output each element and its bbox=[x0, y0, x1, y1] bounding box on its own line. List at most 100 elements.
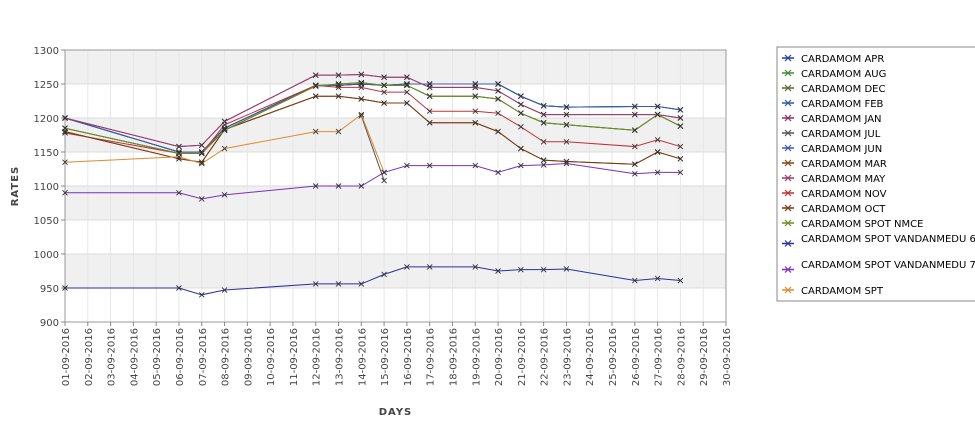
data-point-marker bbox=[358, 96, 365, 102]
x-tick-label: 15-09-2016 bbox=[380, 328, 391, 386]
data-point-marker bbox=[495, 128, 501, 135]
data-point-marker bbox=[677, 277, 684, 284]
x-tick-label: 05-09-2016 bbox=[152, 328, 163, 386]
background-band bbox=[65, 220, 726, 254]
series-cardamom-spt bbox=[62, 111, 387, 176]
data-point-marker bbox=[62, 159, 68, 166]
x-tick-label: 16-09-2016 bbox=[403, 328, 414, 386]
series-layer bbox=[62, 71, 684, 298]
data-point-marker bbox=[404, 100, 410, 106]
series-line bbox=[64, 82, 681, 154]
data-point-marker bbox=[654, 136, 661, 143]
data-point-marker bbox=[540, 157, 547, 163]
data-point-marker bbox=[632, 127, 638, 134]
x-tick-label: 03-09-2016 bbox=[107, 328, 118, 386]
x-tick-label: 23-09-2016 bbox=[562, 328, 573, 386]
data-point-marker bbox=[518, 145, 524, 152]
series-line bbox=[64, 95, 681, 165]
data-point-marker bbox=[358, 84, 365, 91]
data-point-marker bbox=[312, 128, 319, 135]
legend-marker bbox=[784, 266, 792, 273]
data-point-marker bbox=[62, 125, 68, 132]
data-point-marker bbox=[404, 74, 410, 81]
x-tick-label: 02-09-2016 bbox=[84, 328, 95, 386]
legend-marker bbox=[784, 240, 792, 247]
data-point-marker bbox=[358, 79, 365, 86]
data-point-marker bbox=[62, 130, 68, 136]
x-tick-label: 30-09-2016 bbox=[722, 328, 733, 386]
legend-label: CARDAMOM MAY bbox=[801, 174, 886, 185]
data-point-marker bbox=[632, 143, 638, 150]
data-point-marker bbox=[654, 111, 661, 118]
x-tick-label: 07-09-2016 bbox=[198, 328, 209, 386]
data-point-marker bbox=[404, 264, 410, 270]
legend-box bbox=[776, 46, 975, 302]
series-cardamom-oct bbox=[62, 93, 684, 168]
background-band bbox=[65, 288, 726, 322]
x-tick-label: 19-09-2016 bbox=[471, 328, 482, 386]
legend-item-cardamom-oct: CARDAMOM OCT bbox=[782, 204, 886, 215]
data-point-marker bbox=[518, 124, 524, 130]
data-point-marker bbox=[381, 100, 387, 106]
data-point-marker bbox=[221, 287, 228, 293]
legend-label: CARDAMOM AUG bbox=[801, 69, 886, 80]
data-point-marker bbox=[563, 104, 570, 110]
data-point-marker bbox=[518, 266, 524, 273]
legend-label: CARDAMOM JAN bbox=[801, 114, 882, 125]
x-tick-label: 12-09-2016 bbox=[312, 328, 323, 386]
x-tick-label: 10-09-2016 bbox=[266, 328, 277, 386]
data-point-marker bbox=[472, 264, 479, 270]
legend-item-cardamom-mar: CARDAMOM MAR bbox=[782, 159, 887, 170]
data-point-marker bbox=[472, 162, 479, 169]
legend-marker bbox=[784, 99, 792, 107]
data-point-marker bbox=[335, 281, 342, 287]
data-point-marker bbox=[518, 110, 524, 117]
data-point-marker bbox=[312, 93, 319, 100]
series-line bbox=[65, 266, 681, 296]
data-point-marker bbox=[176, 153, 182, 160]
background-band bbox=[65, 186, 726, 220]
data-point-marker bbox=[381, 82, 387, 89]
x-tick-label: 01-09-2016 bbox=[61, 328, 72, 386]
data-point-marker bbox=[176, 143, 182, 150]
data-point-marker bbox=[198, 150, 205, 157]
series-cardamom-may bbox=[62, 71, 684, 150]
legend-marker bbox=[784, 159, 792, 167]
legend-marker bbox=[784, 204, 792, 212]
data-point-marker bbox=[677, 169, 684, 176]
data-point-marker bbox=[495, 268, 501, 274]
legend-label: CARDAMOM NOV bbox=[801, 189, 887, 200]
x-tick-label: 26-09-2016 bbox=[631, 328, 642, 386]
data-point-marker bbox=[472, 108, 479, 115]
data-point-marker bbox=[518, 93, 524, 100]
data-point-marker bbox=[495, 96, 501, 102]
background-band bbox=[65, 118, 726, 152]
data-point-marker bbox=[563, 160, 570, 167]
legend-marker bbox=[784, 286, 792, 294]
data-point-marker bbox=[472, 93, 479, 100]
x-tick-label: 14-09-2016 bbox=[357, 328, 368, 386]
data-point-marker bbox=[677, 115, 684, 121]
x-tick-label: 27-09-2016 bbox=[654, 328, 665, 386]
data-point-marker bbox=[677, 143, 684, 150]
y-tick-label: 900 bbox=[40, 318, 59, 329]
y-tick-label: 1000 bbox=[34, 250, 59, 261]
data-point-marker bbox=[654, 169, 661, 176]
series-line bbox=[360, 115, 385, 181]
data-point-marker bbox=[654, 149, 661, 155]
legend-label: CARDAMOM MAR bbox=[801, 159, 887, 170]
data-point-marker bbox=[381, 169, 387, 176]
legend-item-cardamom-jun: CARDAMOM JUN bbox=[782, 144, 882, 155]
data-point-marker bbox=[540, 138, 547, 145]
y-tick-label: 1100 bbox=[34, 182, 59, 193]
data-point-marker bbox=[632, 161, 638, 168]
data-point-marker bbox=[677, 107, 684, 113]
legend-item-cardamom-spot-vandanmedu-7-mm: CARDAMOM SPOT VANDANMEDU 7.MM bbox=[782, 260, 975, 273]
series-cardamom-spot-vandanmedu-6-mm bbox=[62, 264, 684, 298]
series-line bbox=[64, 73, 681, 148]
series-line bbox=[65, 163, 681, 200]
data-point-marker bbox=[472, 119, 479, 126]
data-point-marker bbox=[632, 111, 638, 118]
data-point-marker bbox=[495, 81, 501, 87]
